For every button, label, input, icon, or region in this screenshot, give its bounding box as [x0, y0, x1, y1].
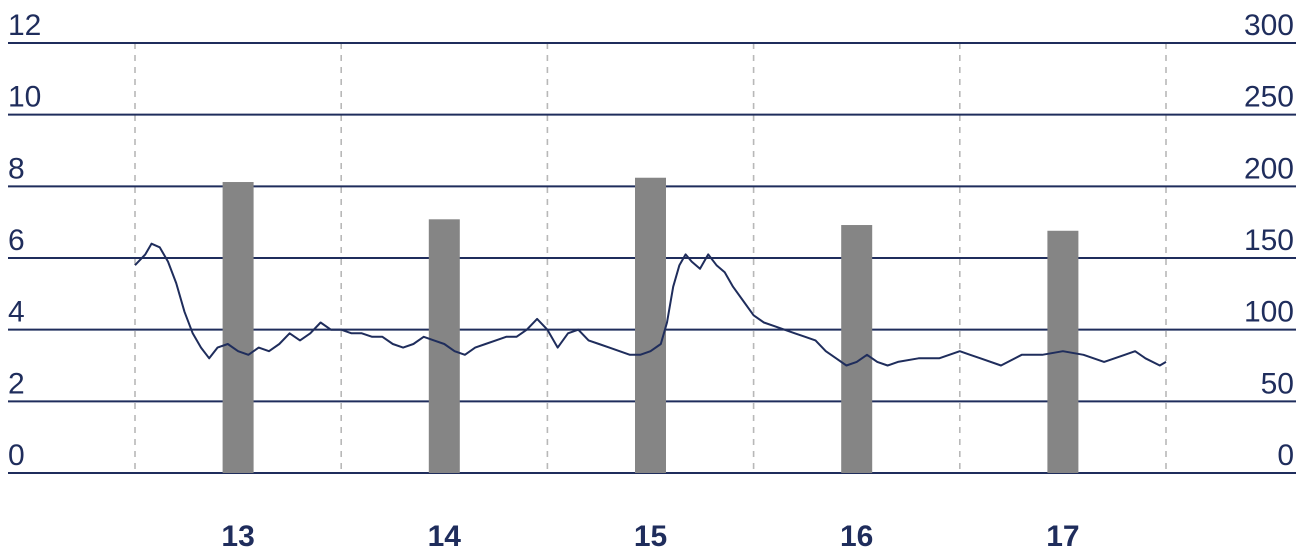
x-tick-label: 14	[428, 520, 462, 553]
right-tick-label: 100	[1244, 296, 1294, 329]
left-tick-label: 10	[8, 81, 41, 114]
left-tick-label: 12	[8, 9, 41, 42]
bar-13	[222, 182, 254, 474]
left-tick-label: 8	[8, 152, 25, 185]
line-series	[134, 242, 1167, 367]
bar-16	[841, 225, 873, 473]
right-tick-label: 150	[1244, 224, 1294, 257]
right-tick-label: 200	[1244, 152, 1294, 185]
bar-series	[222, 177, 1079, 474]
bar-15	[635, 177, 666, 473]
x-tick-label: 13	[221, 520, 254, 553]
left-tick-label: 2	[8, 367, 25, 400]
left-axis-ticks: 0 2 4 6 8 10 12	[8, 9, 41, 472]
x-tick-label: 17	[1046, 520, 1079, 553]
left-tick-label: 0	[8, 439, 25, 472]
right-tick-label: 250	[1244, 81, 1294, 114]
line-series-path	[134, 242, 1167, 367]
right-axis-ticks: 0 50 100 150 200 250 300	[1244, 9, 1294, 472]
x-tick-label: 16	[840, 520, 873, 553]
x-tick-label: 15	[634, 520, 667, 553]
right-tick-label: 300	[1244, 9, 1294, 42]
left-tick-label: 4	[8, 296, 25, 329]
right-tick-label: 50	[1261, 367, 1294, 400]
bar-14	[428, 219, 460, 473]
left-tick-label: 6	[8, 224, 25, 257]
x-axis-ticks: 13 14 15 16 17	[221, 520, 1079, 553]
right-tick-label: 0	[1277, 439, 1294, 472]
